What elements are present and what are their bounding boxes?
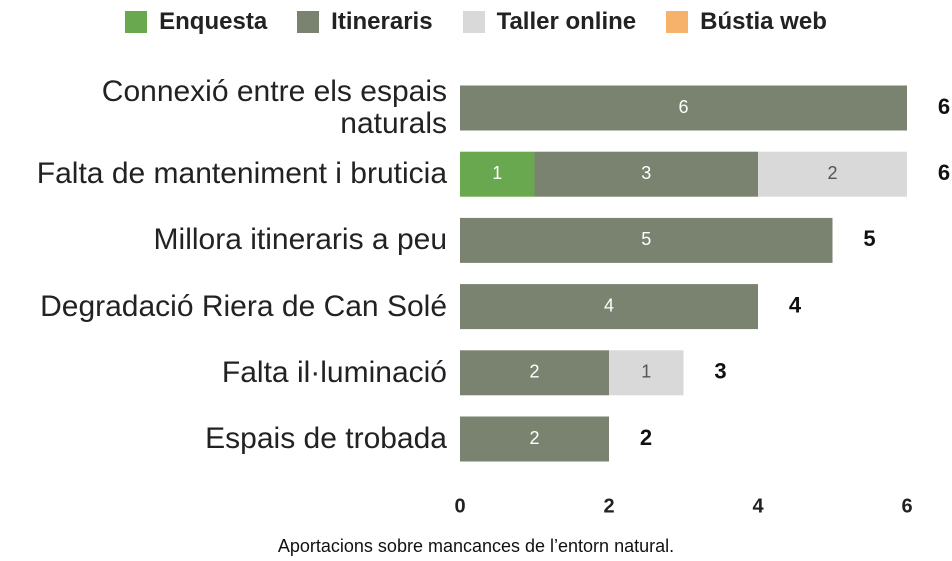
category-label: Degradació Riera de Can Solé	[40, 289, 447, 323]
legend-swatch	[297, 11, 320, 33]
legend-swatch	[462, 11, 485, 33]
legend-item: Itineraris	[297, 8, 433, 36]
x-tick-label: 4	[752, 495, 764, 517]
bar-segment	[460, 217, 833, 263]
category-label: Falta il·luminació	[221, 355, 447, 389]
legend: Enquesta Itineraris Taller online Bústia we…	[0, 8, 952, 36]
segment-label: 4	[604, 295, 614, 315]
bar-segment	[460, 85, 907, 131]
category-label: Millora itineraris a peu	[153, 223, 447, 257]
x-tick-label: 0	[454, 495, 465, 517]
total-label: 6	[938, 160, 950, 185]
segment-label: 2	[529, 362, 539, 382]
segment-label: 2	[529, 428, 539, 448]
legend-label: Itineraris	[331, 8, 433, 35]
bar-segment	[609, 350, 684, 396]
legend-label: Taller online	[496, 8, 637, 35]
legend-swatch	[125, 11, 148, 33]
legend-label: Bústia web	[700, 8, 827, 35]
bar-segment	[460, 284, 758, 330]
bar-segment	[460, 416, 609, 462]
caption: Aportacions sobre mancances de l’entorn …	[277, 536, 675, 556]
bar-segment	[460, 151, 535, 197]
legend-label: Enquesta	[159, 8, 268, 35]
total-label: 4	[789, 292, 802, 317]
legend-swatch	[666, 11, 689, 33]
category-label: Espais de trobada	[205, 422, 447, 455]
legend-item: Bústia web	[666, 8, 827, 36]
bar-segment	[758, 151, 907, 197]
category-label: Connexió entre els espais naturals	[101, 75, 447, 140]
segment-label: 1	[492, 163, 502, 183]
category-label: Falta de manteniment i bruticia	[36, 157, 447, 191]
total-label: 5	[863, 226, 875, 251]
total-label: 6	[938, 94, 950, 119]
total-label: 2	[640, 425, 652, 450]
total-label: 3	[714, 359, 726, 384]
segment-label: 6	[678, 97, 688, 117]
x-tick-label: 6	[901, 495, 912, 517]
legend-item: Taller online	[462, 8, 637, 36]
segment-label: 5	[641, 229, 651, 249]
segment-label: 1	[641, 362, 651, 382]
x-tick-label: 2	[603, 495, 614, 517]
segment-label: 2	[827, 163, 837, 183]
legend-item: Enquesta	[125, 8, 267, 36]
bar-segment	[460, 350, 609, 396]
bar-segment	[534, 151, 758, 197]
segment-label: 3	[641, 163, 651, 183]
